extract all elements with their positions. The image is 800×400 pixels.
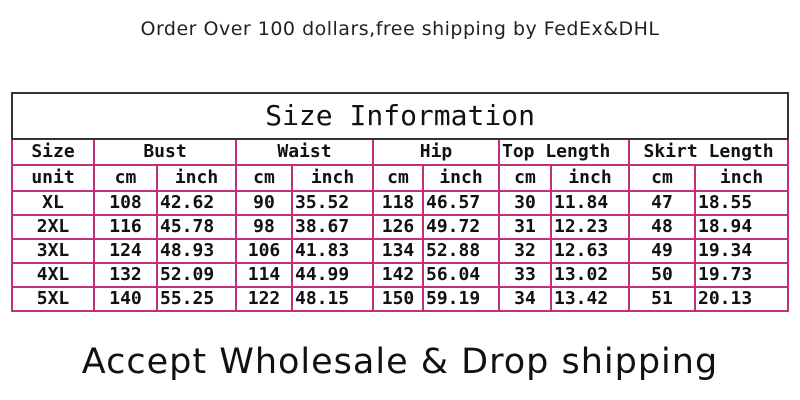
group-header: Skirt Length — [627, 138, 790, 166]
size-table: Size Information Size Bust Waist Hip Top… — [10, 92, 790, 312]
inch-cell: 18.55 — [693, 190, 790, 216]
cm-cell: 116 — [93, 214, 158, 240]
inch-cell: 41.83 — [291, 238, 374, 264]
cm-cell: 134 — [372, 238, 424, 264]
table-row: XL 108 42.62 90 35.52 118 46.57 30 11.84 47 18.55 — [11, 190, 790, 216]
cm-cell: 126 — [372, 214, 424, 240]
cm-cell: 48 — [628, 214, 696, 240]
inch-cell: 19.73 — [693, 262, 790, 288]
unit-header: unit — [11, 164, 95, 192]
size-cell: XL — [11, 190, 95, 216]
cm-cell: 47 — [628, 190, 696, 216]
table-row: 2XL 116 45.78 98 38.67 126 49.72 31 12.23 48 18.94 — [11, 214, 790, 240]
inch-cell: 56.04 — [422, 262, 500, 288]
unit-cm: cm — [372, 164, 424, 192]
group-header: Top Length — [498, 138, 630, 166]
cm-cell: 51 — [628, 286, 696, 312]
inch-cell: 12.63 — [550, 238, 630, 264]
cm-cell: 106 — [235, 238, 293, 264]
cm-cell: 132 — [93, 262, 158, 288]
table-title: Size Information — [10, 92, 790, 140]
cm-cell: 118 — [372, 190, 424, 216]
inch-cell: 42.62 — [156, 190, 237, 216]
size-cell: 4XL — [11, 262, 95, 288]
shipping-notice: Order Over 100 dollars,free shipping by … — [140, 18, 660, 40]
inch-cell: 13.02 — [550, 262, 630, 288]
inch-cell: 49.72 — [422, 214, 500, 240]
unit-cm: cm — [93, 164, 158, 192]
size-header: Size — [11, 138, 95, 166]
inch-cell: 55.25 — [156, 286, 237, 312]
cm-cell: 124 — [93, 238, 158, 264]
cm-cell: 98 — [235, 214, 293, 240]
table-row: 5XL 140 55.25 122 48.15 150 59.19 34 13.42 51 20.1… — [11, 286, 790, 312]
cm-cell: 108 — [93, 190, 158, 216]
cm-cell: 33 — [498, 262, 552, 288]
inch-cell: 19.34 — [693, 238, 790, 264]
inch-cell: 35.52 — [291, 190, 374, 216]
inch-cell: 44.99 — [291, 262, 374, 288]
wholesale-notice: Accept Wholesale & Drop shipping — [81, 342, 719, 382]
cm-cell: 90 — [235, 190, 293, 216]
cm-cell: 49 — [628, 238, 696, 264]
cm-cell: 31 — [498, 214, 552, 240]
inch-cell: 45.78 — [156, 214, 237, 240]
inch-cell: 48.15 — [291, 286, 374, 312]
cm-cell: 50 — [628, 262, 696, 288]
inch-cell: 12.23 — [550, 214, 630, 240]
cm-cell: 122 — [235, 286, 293, 312]
inch-cell: 52.88 — [422, 238, 500, 264]
unit-inch: inch — [550, 164, 630, 192]
table-row: 3XL 124 48.93 106 41.83 134 52.88 32 12.63 49 19.3… — [11, 238, 790, 264]
size-cell: 2XL — [11, 214, 95, 240]
size-cell: 3XL — [11, 238, 95, 264]
unit-cm: cm — [628, 164, 696, 192]
unit-inch: inch — [422, 164, 500, 192]
cm-cell: 142 — [372, 262, 424, 288]
unit-inch: inch — [291, 164, 374, 192]
inch-cell: 52.09 — [156, 262, 237, 288]
inch-cell: 38.67 — [291, 214, 374, 240]
inch-cell: 59.19 — [422, 286, 500, 312]
cm-cell: 140 — [93, 286, 158, 312]
table-row: 4XL 132 52.09 114 44.99 142 56.04 33 13.02 50 19.7… — [11, 262, 790, 288]
inch-cell: 13.42 — [550, 286, 630, 312]
cm-cell: 34 — [498, 286, 552, 312]
inch-cell: 46.57 — [422, 190, 500, 216]
inch-cell: 11.84 — [550, 190, 630, 216]
inch-cell: 48.93 — [156, 238, 237, 264]
cm-cell: 150 — [372, 286, 424, 312]
unit-cm: cm — [498, 164, 552, 192]
group-header: Bust — [93, 138, 237, 166]
unit-cm: cm — [235, 164, 293, 192]
group-header: Waist — [235, 138, 374, 166]
inch-cell: 20.13 — [693, 286, 790, 312]
group-header: Hip — [372, 138, 500, 166]
unit-inch: inch — [693, 164, 790, 192]
inch-cell: 18.94 — [693, 214, 790, 240]
cm-cell: 32 — [498, 238, 552, 264]
size-cell: 5XL — [11, 286, 95, 312]
unit-inch: inch — [156, 164, 237, 192]
cm-cell: 114 — [235, 262, 293, 288]
cm-cell: 30 — [498, 190, 552, 216]
